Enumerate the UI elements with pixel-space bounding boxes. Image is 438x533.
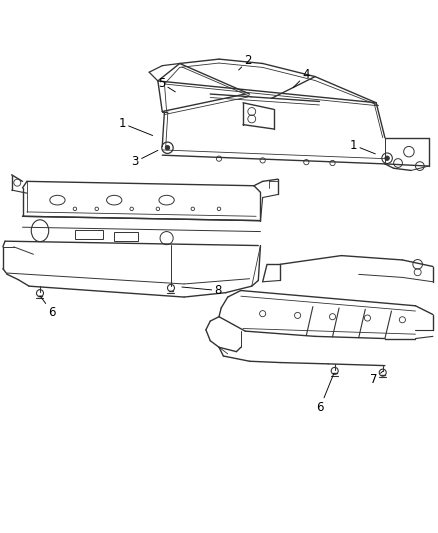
Text: 5: 5 xyxy=(158,77,175,92)
Circle shape xyxy=(165,146,170,150)
Text: 7: 7 xyxy=(370,372,383,386)
Text: 3: 3 xyxy=(131,150,158,168)
Circle shape xyxy=(385,156,389,160)
Bar xyxy=(114,231,138,241)
Text: 6: 6 xyxy=(40,296,56,319)
Text: 4: 4 xyxy=(293,68,310,87)
Bar xyxy=(75,230,103,239)
Text: 8: 8 xyxy=(182,284,222,297)
Text: 6: 6 xyxy=(317,374,334,414)
Text: 2: 2 xyxy=(239,54,252,70)
Text: 1: 1 xyxy=(118,117,152,135)
Text: 1: 1 xyxy=(350,139,375,154)
